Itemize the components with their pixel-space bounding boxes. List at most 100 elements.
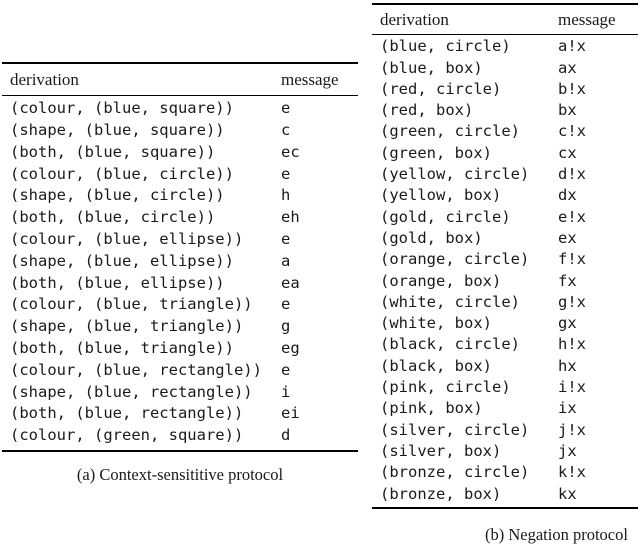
table-row: (white, circle) g!x — [372, 292, 638, 313]
table-row: (gold, box) ex — [372, 228, 638, 249]
derivation-cell: (pink, box) — [380, 399, 483, 418]
negation-protocol-table: derivation message (blue, circle) a!x (b… — [372, 3, 638, 545]
message-cell: cx — [558, 143, 577, 162]
message-cell: d!x — [558, 165, 586, 184]
derivation-cell: (green, box) — [380, 143, 492, 162]
context-sensitive-protocol-table: derivation message (colour, (blue, squar… — [2, 62, 358, 485]
derivation-cell: (pink, circle) — [380, 378, 511, 397]
derivation-cell: (bronze, circle) — [380, 463, 530, 482]
derivation-cell: (gold, circle) — [380, 207, 511, 226]
table-row: (orange, box) fx — [372, 271, 638, 292]
table-mid-rule — [2, 95, 358, 97]
derivation-cell: (black, circle) — [380, 335, 520, 354]
message-cell: ea — [281, 273, 300, 292]
table-top-rule — [2, 62, 358, 64]
derivation-cell: (yellow, box) — [380, 186, 502, 205]
table-row: (both, (blue, triangle)) eg — [2, 338, 358, 360]
table-row: (shape, (blue, triangle)) g — [2, 316, 358, 338]
message-cell: h!x — [558, 335, 586, 354]
table-bottom-rule — [2, 450, 358, 453]
derivation-cell: (black, box) — [380, 356, 492, 375]
derivation-cell: (white, circle) — [380, 292, 520, 311]
table-row: (green, circle) c!x — [372, 121, 638, 142]
table-row: (yellow, circle) d!x — [372, 164, 638, 185]
table-row: (shape, (blue, square)) c — [2, 120, 358, 142]
table-row: (pink, box) ix — [372, 398, 638, 419]
derivation-cell: (colour, (blue, circle)) — [10, 164, 234, 183]
message-cell: j!x — [558, 420, 586, 439]
derivation-cell: (bronze, box) — [380, 484, 502, 503]
derivation-cell: (both, (blue, ellipse)) — [10, 273, 225, 292]
table-row: (blue, box) ax — [372, 58, 638, 79]
message-cell: a — [281, 251, 291, 270]
message-cell: eg — [281, 339, 300, 358]
table-bottom-rule — [372, 506, 638, 509]
table-row: (both, (blue, square)) ec — [2, 142, 358, 164]
column-header-derivation: derivation — [10, 70, 79, 89]
message-cell: bx — [558, 101, 577, 120]
table-row: (green, box) cx — [372, 143, 638, 164]
derivation-cell: (colour, (blue, triangle)) — [10, 295, 253, 314]
table-row: (yellow, box) dx — [372, 185, 638, 206]
table-row: (colour, (blue, ellipse)) e — [2, 229, 358, 251]
derivation-cell: (shape, (blue, rectangle)) — [10, 382, 253, 401]
derivation-cell: (white, box) — [380, 314, 492, 333]
table-row: (both, (blue, ellipse)) ea — [2, 273, 358, 295]
table-row: (silver, circle) j!x — [372, 420, 638, 441]
derivation-cell: (silver, box) — [380, 441, 502, 460]
message-cell: fx — [558, 271, 577, 290]
derivation-cell: (blue, circle) — [380, 37, 511, 56]
table-header-row: derivation message — [2, 64, 358, 95]
derivation-cell: (green, circle) — [380, 122, 520, 141]
message-cell: ec — [281, 142, 300, 161]
derivation-cell: (shape, (blue, circle)) — [10, 186, 225, 205]
message-cell: e — [281, 295, 291, 314]
message-cell: hx — [558, 356, 577, 375]
message-cell: e!x — [558, 207, 586, 226]
column-header-message: message — [281, 70, 339, 89]
table-row: (colour, (blue, circle)) e — [2, 164, 358, 186]
table-body: (colour, (blue, square)) e (shape, (blue… — [2, 96, 358, 450]
derivation-cell: (both, (blue, triangle)) — [10, 339, 234, 358]
table-row: (colour, (blue, triangle)) e — [2, 294, 358, 316]
table-row: (colour, (blue, rectangle)) e — [2, 360, 358, 382]
table-row: (colour, (blue, square)) e — [2, 98, 358, 120]
table-row: (blue, circle) a!x — [372, 36, 638, 57]
message-cell: gx — [558, 314, 577, 333]
message-cell: c — [281, 121, 291, 140]
table-top-rule — [372, 3, 638, 5]
table-row: (bronze, box) kx — [372, 484, 638, 505]
table-row: (shape, (blue, rectangle)) i — [2, 382, 358, 404]
table-row: (gold, circle) e!x — [372, 207, 638, 228]
column-header-message: message — [558, 10, 616, 29]
message-cell: i!x — [558, 378, 586, 397]
table-row: (black, circle) h!x — [372, 334, 638, 355]
message-cell: b!x — [558, 79, 586, 98]
table-row: (black, box) hx — [372, 356, 638, 377]
derivation-cell: (red, box) — [380, 101, 474, 120]
table-row: (red, circle) b!x — [372, 79, 638, 100]
derivation-cell: (colour, (blue, square)) — [10, 99, 234, 118]
derivation-cell: (colour, (blue, ellipse)) — [10, 230, 244, 249]
message-cell: e — [281, 164, 291, 183]
derivation-cell: (silver, circle) — [380, 420, 530, 439]
derivation-cell: (shape, (blue, ellipse)) — [10, 251, 234, 270]
table-row: (colour, (green, square)) d — [2, 425, 358, 447]
derivation-cell: (yellow, circle) — [380, 165, 530, 184]
derivation-cell: (gold, box) — [380, 228, 483, 247]
message-cell: i — [281, 382, 291, 401]
table-header-row: derivation message — [372, 5, 638, 34]
table-row: (both, (blue, circle)) eh — [2, 207, 358, 229]
message-cell: f!x — [558, 250, 586, 269]
message-cell: jx — [558, 441, 577, 460]
column-header-derivation: derivation — [380, 10, 449, 29]
message-cell: d — [281, 426, 291, 445]
table-row: (shape, (blue, ellipse)) a — [2, 251, 358, 273]
derivation-cell: (orange, circle) — [380, 250, 530, 269]
derivation-cell: (colour, (blue, rectangle)) — [10, 360, 262, 379]
message-cell: e — [281, 230, 291, 249]
table-caption-a: (a) Context-sensititive protocol — [76, 465, 284, 485]
message-cell: a!x — [558, 37, 586, 56]
table-row: (red, box) bx — [372, 100, 638, 121]
message-cell: h — [281, 186, 291, 205]
